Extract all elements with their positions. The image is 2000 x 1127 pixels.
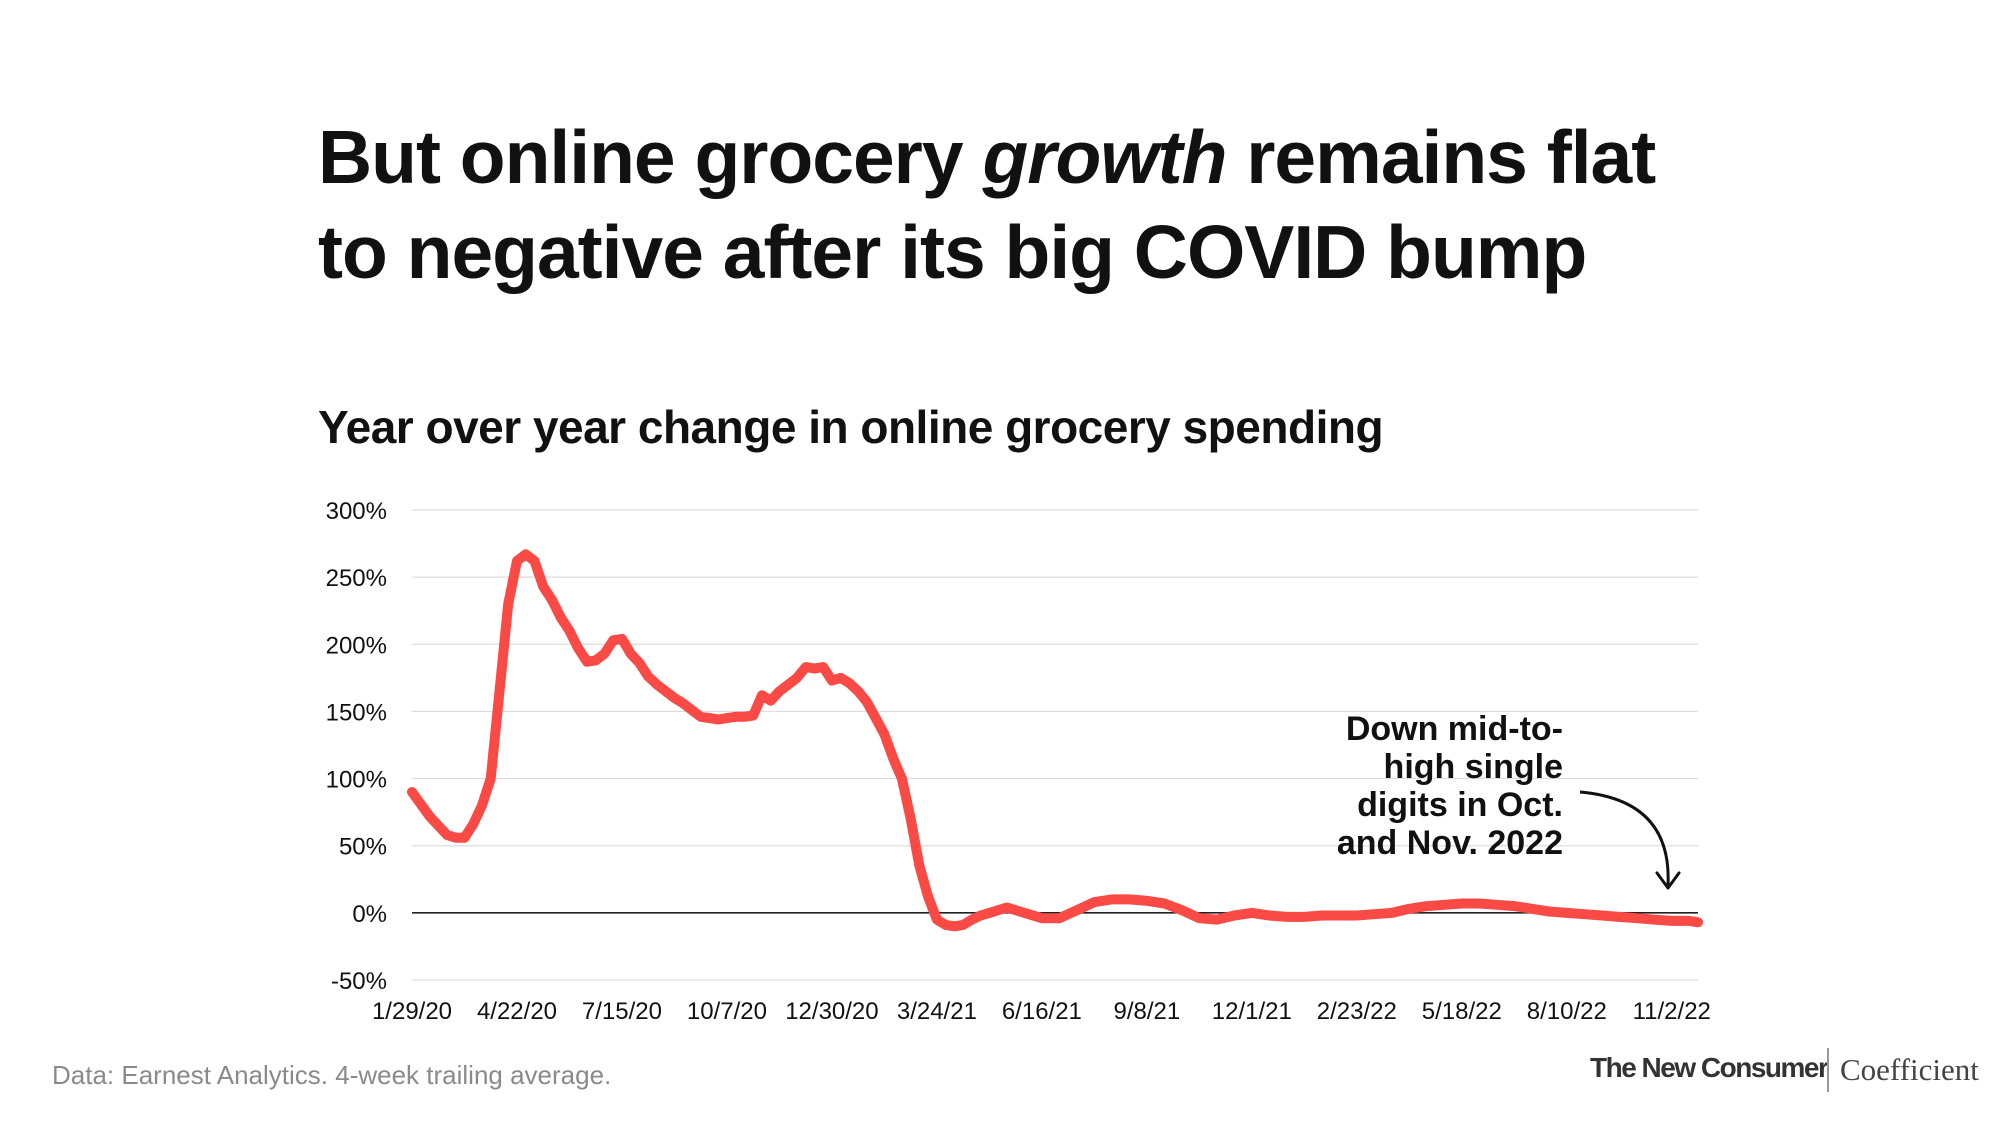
- brand-the-new-consumer: The New Consumer: [1590, 1052, 1829, 1083]
- data-source-note: Data: Earnest Analytics. 4-week trailing…: [52, 1060, 612, 1090]
- title-part-2: remains flat: [1226, 115, 1656, 199]
- annotation-line: high single: [1384, 748, 1563, 786]
- x-tick-label: 10/7/20: [687, 998, 767, 1025]
- series-line: [407, 549, 1703, 932]
- brand-coefficient: Coefficient: [1840, 1052, 1979, 1087]
- y-tick-label: 200%: [326, 632, 387, 659]
- y-tick-label: 150%: [326, 699, 387, 726]
- annotation-line: and Nov. 2022: [1337, 824, 1563, 862]
- annotation-arrowhead: [1655, 871, 1681, 890]
- x-tick-label: 8/10/22: [1527, 998, 1607, 1025]
- chart-title: Year over year change in online grocery …: [318, 401, 1384, 453]
- x-tick-label: 11/2/22: [1633, 998, 1711, 1025]
- y-tick-label: 300%: [326, 498, 387, 525]
- x-tick-label: 9/8/21: [1113, 998, 1180, 1025]
- y-tick-label: -50%: [331, 968, 387, 995]
- y-tick-label: 0%: [352, 901, 387, 928]
- title-emphasis: growth: [982, 115, 1227, 199]
- title-line-2: to negative after its big COVID bump: [318, 210, 1587, 294]
- title-part-1: But online grocery: [318, 115, 983, 199]
- x-tick-label: 2/23/22: [1317, 998, 1397, 1025]
- annotation-line: digits in Oct.: [1357, 786, 1563, 824]
- y-tick-label: 250%: [326, 565, 387, 592]
- brand-divider: [1827, 1048, 1829, 1092]
- x-tick-label: 4/22/20: [477, 998, 557, 1025]
- x-tick-label: 12/30/20: [785, 998, 878, 1025]
- x-tick-label: 7/15/20: [582, 998, 662, 1025]
- annotation-arrow: [1579, 790, 1670, 886]
- y-tick-label: 50%: [339, 834, 387, 861]
- x-tick-label: 6/16/21: [1002, 998, 1082, 1025]
- y-tick-label: 100%: [326, 767, 387, 794]
- x-tick-label: 12/1/21: [1212, 998, 1292, 1025]
- x-tick-label: 1/29/20: [372, 998, 452, 1025]
- annotation-line: Down mid-to-: [1346, 710, 1563, 748]
- x-tick-label: 5/18/22: [1422, 998, 1502, 1025]
- page-title: But online grocery growth remains flat t…: [318, 110, 1818, 300]
- x-tick-label: 3/24/21: [897, 998, 977, 1025]
